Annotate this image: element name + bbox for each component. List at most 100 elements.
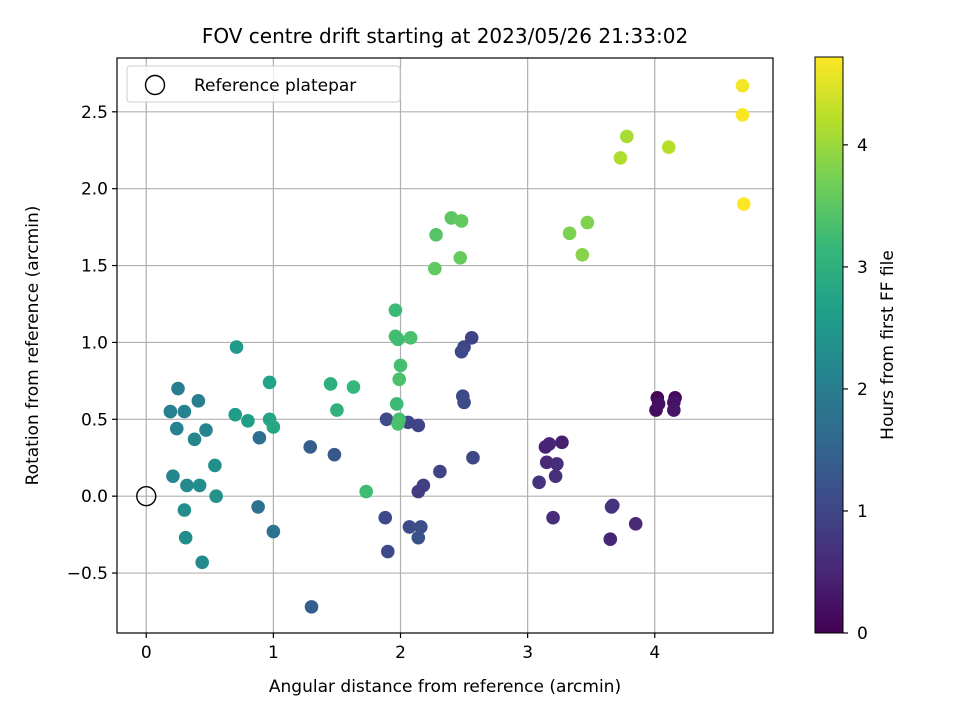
data-point [736, 197, 751, 211]
data-point [735, 108, 750, 122]
data-points [136, 78, 751, 614]
data-point [209, 489, 223, 503]
data-point [266, 420, 281, 434]
colorbar-tick-label: 0 [857, 624, 868, 644]
data-point [546, 510, 560, 525]
data-point [323, 377, 338, 391]
data-point [266, 524, 281, 539]
data-point [378, 510, 393, 525]
data-point [171, 381, 185, 396]
data-point [359, 484, 373, 499]
data-point [433, 464, 447, 479]
data-point [542, 437, 557, 451]
data-point [166, 469, 180, 483]
data-point [403, 331, 418, 345]
data-point [178, 530, 193, 545]
y-axis-label: Rotation from reference (arcmin) [23, 206, 43, 486]
data-point [411, 418, 426, 433]
data-point [429, 228, 443, 242]
data-point [163, 404, 178, 419]
colorbar-tick-label: 2 [857, 380, 868, 400]
legend: Reference platepar [126, 65, 401, 103]
data-point [169, 421, 184, 436]
data-point [177, 503, 192, 517]
colorbar-tick-label: 1 [857, 502, 868, 522]
data-point [304, 600, 319, 614]
data-point [392, 372, 407, 387]
data-point [191, 394, 206, 408]
chart-title: FOV centre drift starting at 2023/05/26 … [202, 24, 688, 48]
data-point [379, 412, 394, 427]
y-tick-label: 1.0 [81, 333, 108, 353]
data-point [651, 397, 666, 411]
colorbar-tick-label: 3 [857, 258, 868, 278]
y-tick-label: −0.5 [67, 564, 108, 584]
data-point [628, 517, 643, 531]
data-point [177, 404, 192, 419]
data-point [428, 261, 442, 276]
data-point [454, 214, 469, 228]
data-point [548, 469, 563, 483]
data-point [580, 215, 595, 230]
data-point [241, 414, 255, 428]
data-point [380, 544, 395, 559]
data-point [199, 423, 213, 437]
data-point [251, 500, 265, 514]
x-tick-label: 2 [395, 643, 406, 663]
reference-platepar-marker [136, 485, 157, 507]
colorbar-tick-label: 4 [857, 136, 868, 156]
data-point [388, 303, 403, 317]
data-point [619, 129, 634, 144]
data-point [454, 344, 469, 359]
data-point [195, 555, 209, 570]
data-point [393, 358, 408, 373]
y-axis-ticks: −0.5 0.0 0.5 1.0 1.5 2.0 2.5 [67, 103, 117, 584]
data-point [735, 78, 750, 93]
plot-frame [116, 57, 774, 634]
y-tick-label: 0.5 [81, 410, 108, 430]
data-point [208, 458, 222, 473]
data-point [661, 140, 676, 154]
colorbar-label: Hours from first FF file [878, 250, 898, 440]
data-point [532, 475, 546, 490]
data-point [464, 331, 479, 345]
data-point [330, 403, 344, 417]
data-point [327, 447, 342, 462]
colorbar-ticks: 0 1 2 3 4 [843, 136, 868, 644]
x-tick-label: 1 [268, 643, 279, 663]
data-point [613, 151, 628, 165]
data-point [604, 500, 619, 514]
y-tick-label: 2.5 [81, 103, 108, 123]
legend-marker-open-circle [144, 74, 166, 96]
x-axis-label: Angular distance from reference (arcmin) [269, 677, 621, 697]
data-point [252, 430, 267, 445]
data-point [192, 478, 207, 493]
data-point [457, 395, 471, 410]
data-point [466, 450, 480, 465]
data-point [667, 403, 681, 417]
data-point [187, 432, 202, 447]
colorbar [814, 56, 844, 634]
data-point [411, 530, 426, 545]
y-tick-label: 1.5 [81, 257, 108, 277]
data-point [550, 457, 564, 471]
legend-label: Reference platepar [194, 76, 356, 96]
data-point [391, 332, 405, 347]
data-point [180, 478, 194, 493]
x-axis-ticks: 0 1 2 3 4 [141, 633, 660, 663]
y-tick-label: 2.0 [81, 180, 108, 200]
y-tick-label: 0.0 [81, 487, 108, 507]
data-point [228, 407, 243, 422]
x-tick-label: 4 [649, 643, 660, 663]
data-point [603, 532, 618, 547]
x-tick-label: 0 [141, 643, 152, 663]
data-point [575, 247, 590, 262]
data-point [229, 340, 244, 354]
x-tick-label: 3 [522, 643, 533, 663]
data-point [555, 435, 569, 450]
data-point [453, 251, 468, 265]
data-point [411, 484, 426, 499]
data-point [303, 440, 318, 454]
data-point [389, 397, 404, 411]
